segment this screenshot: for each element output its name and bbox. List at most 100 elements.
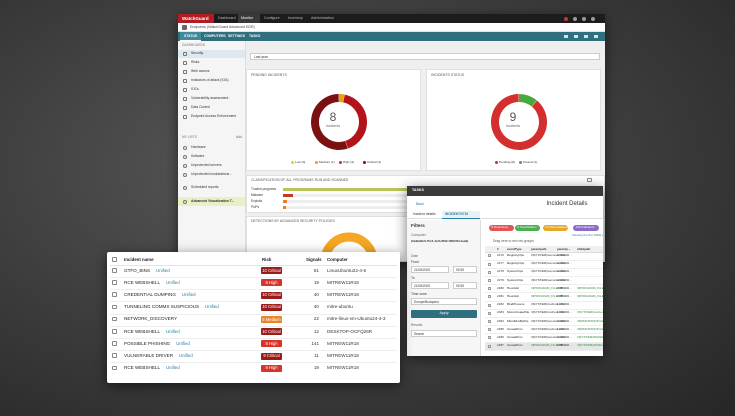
period-select[interactable]: Last year [250, 53, 600, 60]
incident-name[interactable]: RCE WEBSHELL [124, 279, 160, 285]
apply-button[interactable]: Apply [411, 310, 477, 318]
header-checkbox[interactable] [112, 257, 117, 262]
sidebar-item[interactable]: Unprotected servers [191, 163, 222, 167]
cell: 3|SYSTEM|\svchost.exe [531, 310, 565, 315]
incident-name[interactable]: RCE WEBSHELL [124, 365, 160, 371]
chip[interactable]: 6 Userification [515, 225, 540, 231]
column-header: childpath [577, 247, 591, 251]
sidebar-icon [183, 114, 187, 119]
back-link[interactable]: Back [416, 202, 424, 206]
incident-name[interactable]: GTFO_BINS [124, 267, 151, 273]
tab[interactable]: SETTINGS [228, 34, 245, 38]
sidebar-item[interactable]: Vulnerability assessment [191, 96, 229, 100]
incident-details-window: TASKS Back Incident Details Incident detail… [407, 186, 603, 356]
nav-item[interactable]: Monitor [241, 16, 253, 20]
row-checkbox[interactable] [112, 341, 117, 346]
tab-icon[interactable] [574, 35, 578, 38]
donut [491, 94, 547, 150]
tab[interactable]: Incident details [413, 212, 436, 216]
sidebar-item[interactable]: Risks [191, 60, 200, 64]
tab[interactable]: TASKS [249, 34, 261, 38]
sidebar-item[interactable]: Hardware [191, 145, 206, 149]
nav-item[interactable]: Configure [264, 16, 280, 20]
sidebar-icon [183, 51, 187, 56]
input-field[interactable]: Europe/Budapest [411, 298, 477, 305]
sidebar-item[interactable]: Data Control [191, 105, 211, 109]
toolbar-icon[interactable] [582, 17, 586, 21]
row-checkbox[interactable] [112, 353, 117, 358]
legend-swatch [495, 161, 498, 164]
row-checkbox[interactable] [112, 280, 117, 285]
sidebar-highlight [178, 197, 245, 206]
tab-active[interactable]: INCIDENT/0715 [442, 211, 480, 219]
tab-icon[interactable] [594, 35, 598, 38]
widget-icon[interactable] [587, 178, 592, 182]
chip[interactable]: 135 Indicators [573, 225, 599, 231]
incident-name[interactable]: RCE WEBSHELL [124, 328, 160, 334]
sidebar-item[interactable]: Advanced Visualization T... [191, 199, 235, 203]
row-checkbox[interactable] [488, 328, 492, 332]
cell: RegistryOps [507, 253, 525, 257]
nav-item[interactable]: Administration [311, 16, 334, 20]
input-field[interactable]: 21/08/2025 [411, 266, 449, 273]
incident-name[interactable]: NETWORK_DISCOVERY [124, 316, 178, 322]
incident-name[interactable]: TUNNELING COMMS SUSPICIOUS [124, 304, 200, 310]
toolbar-icon[interactable] [591, 17, 595, 21]
sidebar-item[interactable]: Software [191, 154, 205, 158]
row-checkbox[interactable] [112, 292, 117, 297]
cell: 2482 [497, 302, 504, 307]
input-field[interactable]: Search [411, 330, 477, 337]
row-checkbox[interactable] [488, 344, 492, 348]
incident-name[interactable]: VULNERABLE DRIVER [124, 352, 174, 358]
sidebar-item[interactable]: Web access [191, 69, 210, 73]
row-checkbox[interactable] [112, 365, 117, 371]
chip-label: 6 Userification [517, 225, 537, 230]
row-checkbox[interactable] [112, 304, 117, 310]
row-checkbox[interactable] [488, 336, 492, 340]
incident-name[interactable]: CREDENTIAL DUMPING [124, 291, 176, 297]
chip[interactable]: 8 Detections [489, 225, 514, 231]
row-checkbox[interactable] [488, 270, 492, 274]
tab[interactable]: COMPUTERS [204, 34, 226, 38]
row-divider [110, 350, 397, 351]
cell: 2483 [497, 310, 504, 315]
incident-tag: Unified [166, 279, 180, 285]
nav-item[interactable]: Inventory [288, 16, 303, 20]
row-checkbox[interactable] [112, 316, 117, 322]
row-checkbox[interactable] [488, 287, 492, 291]
tab[interactable]: STATUS [184, 34, 198, 38]
filter-value: (0e9b96c6-f5c3-4ef4-8f92-f09f2f0c4ea9) [411, 239, 469, 243]
input-field[interactable]: 09:35 [453, 266, 477, 273]
tab-icon[interactable] [564, 35, 568, 38]
widget: INCIDENTS STATUS 9 Incidents Pending (8) Clo… [426, 69, 601, 171]
row-checkbox[interactable] [488, 254, 492, 258]
add-link[interactable]: Add [236, 135, 242, 139]
input-value: 09:35 [456, 267, 464, 272]
sidebar-heading: DASHBOARDS [182, 43, 206, 47]
input-field[interactable]: 09:35 [453, 282, 477, 289]
sidebar-item[interactable]: Indicators of attack (IOA) [191, 78, 229, 82]
toolbar-icon[interactable] [573, 17, 577, 21]
tab: INCIDENT/0715 [445, 212, 469, 216]
chip[interactable]: 17 Remediations [543, 225, 568, 231]
sidebar-item[interactable]: IOCs [191, 87, 199, 91]
sidebar-item[interactable]: Security [191, 51, 204, 55]
legend-item: Critical (4) [367, 160, 382, 164]
row-checkbox[interactable] [488, 262, 492, 266]
sidebar-item[interactable]: Unprotected workstations... [191, 172, 233, 176]
row-checkbox[interactable] [488, 319, 492, 324]
row-checkbox[interactable] [488, 311, 492, 315]
sidebar-item[interactable]: Scheduled reports [191, 185, 219, 189]
tab-icon[interactable] [584, 35, 588, 38]
sidebar-item[interactable]: Endpoint Access Enforcement [191, 114, 237, 118]
row-checkbox[interactable] [488, 278, 492, 283]
row-checkbox[interactable] [488, 303, 492, 307]
input-field[interactable]: 21/08/2025 [411, 282, 449, 289]
row-checkbox[interactable] [112, 268, 117, 273]
incident-tag: Unified [205, 304, 219, 310]
toolbar-icon[interactable] [564, 17, 568, 21]
row-checkbox[interactable] [112, 329, 117, 334]
nav-item[interactable]: Dashboard [218, 16, 236, 20]
incident-name[interactable]: POSSIBLE PHISHING [124, 340, 171, 346]
row-checkbox[interactable] [488, 295, 492, 299]
